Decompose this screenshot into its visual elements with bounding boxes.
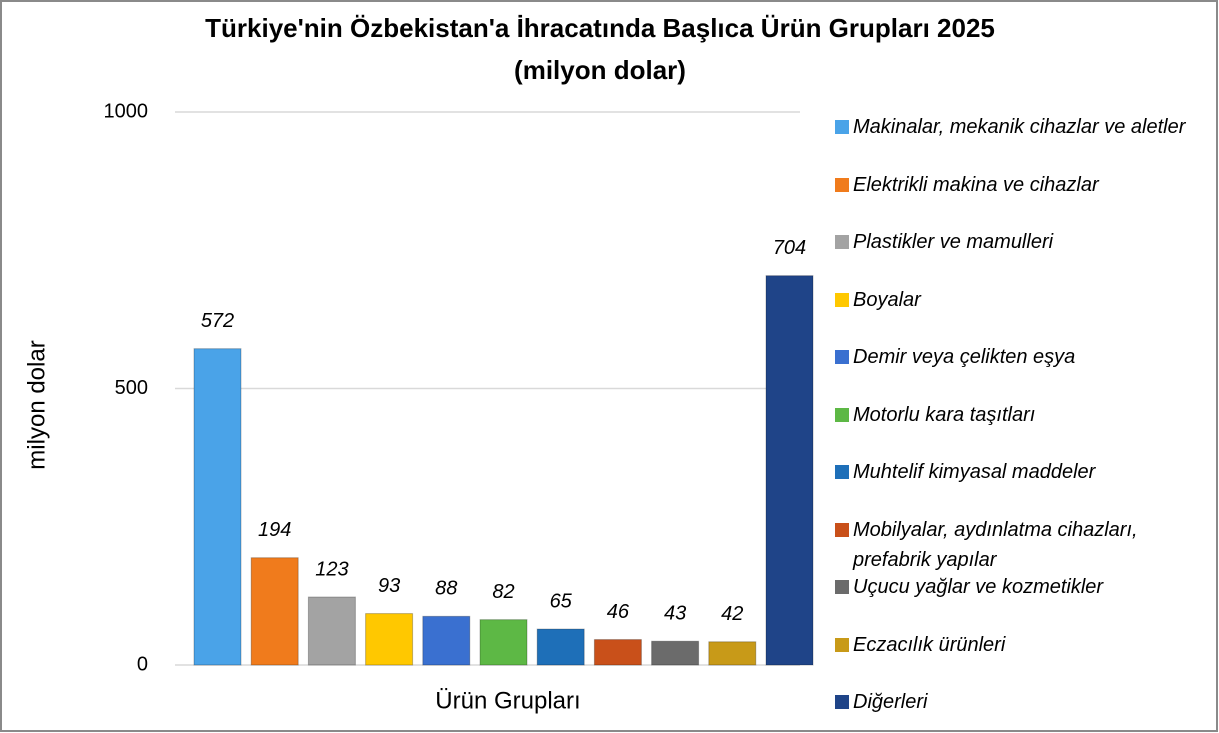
- bar: [536, 628, 585, 666]
- legend-item: Elektrikli makina ve cihazlar: [835, 170, 1210, 200]
- bar: [307, 596, 356, 666]
- value-label: 43: [664, 603, 686, 625]
- bar: [193, 348, 242, 666]
- legend-swatch: [835, 407, 849, 422]
- bar: [250, 557, 299, 666]
- legend-swatch: [835, 695, 849, 709]
- value-label: 88: [435, 578, 457, 600]
- chart-title: Türkiye'nin Özbekistan'a İhracatında Baş…: [205, 13, 995, 43]
- legend-label: Mobilyalar, aydınlatma cihazları, prefab…: [853, 518, 1138, 571]
- legend-label: Elektrikli makina ve cihazlar: [853, 173, 1099, 196]
- bar: [479, 619, 528, 666]
- bar: [365, 613, 414, 666]
- legend-swatch: [835, 120, 849, 134]
- y-tick-label: 500: [115, 377, 148, 399]
- value-label: 704: [773, 237, 806, 259]
- legend-swatch: [835, 637, 849, 652]
- legend-swatch: [835, 292, 849, 307]
- legend-swatch: [835, 177, 849, 192]
- legend-label: Motorlu kara taşıtları: [853, 403, 1036, 426]
- legend-label: Boyalar: [853, 288, 921, 311]
- value-label: 65: [550, 590, 573, 612]
- legend-swatch: [835, 465, 849, 479]
- legend-label: Eczacılık ürünleri: [853, 633, 1006, 656]
- legend-item: Demir veya çelikten eşya: [835, 342, 1210, 372]
- bar: [651, 640, 700, 666]
- legend-item: Mobilyalar, aydınlatma cihazları, prefab…: [835, 515, 1210, 575]
- legend-label: Demir veya çelikten eşya: [853, 346, 1076, 368]
- x-axis-label: Ürün Grupları: [435, 687, 580, 714]
- legend-item: Makinalar, mekanik cihazlar ve aletler: [835, 112, 1210, 142]
- y-axis-label: milyon dolar: [23, 340, 50, 469]
- y-tick-label: 1000: [104, 100, 149, 122]
- value-label: 46: [607, 601, 630, 623]
- bar: [765, 275, 814, 666]
- value-label: 123: [315, 558, 348, 580]
- legend-item: Uçucu yağlar ve kozmetikler: [835, 572, 1210, 602]
- legend-label: Muhtelif kimyasal maddeler: [853, 461, 1096, 483]
- legend-swatch: [835, 580, 849, 594]
- bar: [593, 639, 642, 666]
- legend-swatch: [835, 522, 849, 537]
- legend-label: Uçucu yağlar ve kozmetikler: [853, 576, 1104, 598]
- legend-label: Makinalar, mekanik cihazlar ve aletler: [853, 116, 1186, 138]
- legend-item: Muhtelif kimyasal maddeler: [835, 457, 1210, 487]
- bar: [708, 641, 757, 666]
- legend-swatch: [835, 350, 849, 364]
- value-label: 82: [492, 581, 514, 603]
- legend-item: Plastikler ve mamulleri: [835, 227, 1210, 257]
- legend-label: Diğerleri: [853, 691, 928, 713]
- legend-swatch: [835, 235, 849, 249]
- value-label: 194: [258, 519, 291, 541]
- legend-item: Motorlu kara taşıtları: [835, 400, 1210, 430]
- y-tick-label: 0: [137, 653, 148, 675]
- legend-item: Diğerleri: [835, 687, 1210, 717]
- chart-subtitle: (milyon dolar): [514, 55, 686, 85]
- value-label: 572: [201, 310, 234, 332]
- value-label: 93: [378, 575, 400, 597]
- legend-label: Plastikler ve mamulleri: [853, 231, 1054, 253]
- bar: [422, 615, 471, 666]
- legend-item: Eczacılık ürünleri: [835, 630, 1210, 660]
- legend-item: Boyalar: [835, 285, 1210, 315]
- value-label: 42: [721, 603, 743, 625]
